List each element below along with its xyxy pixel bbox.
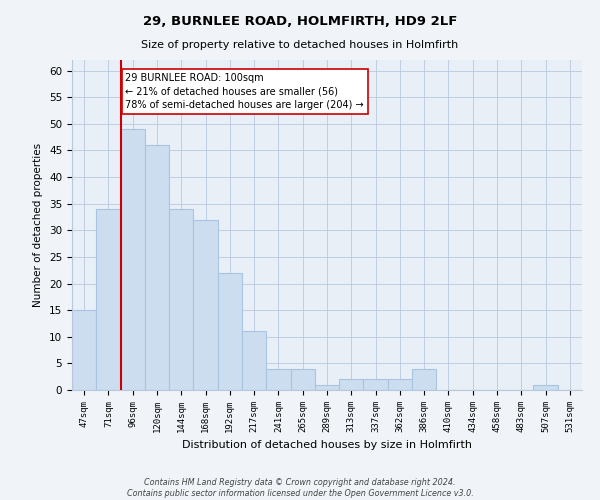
Text: Size of property relative to detached houses in Holmfirth: Size of property relative to detached ho… <box>142 40 458 50</box>
Bar <box>412 368 436 390</box>
Bar <box>72 310 96 390</box>
Bar <box>121 129 145 390</box>
Bar <box>266 368 290 390</box>
Bar <box>315 384 339 390</box>
X-axis label: Distribution of detached houses by size in Holmfirth: Distribution of detached houses by size … <box>182 440 472 450</box>
Text: Contains HM Land Registry data © Crown copyright and database right 2024.
Contai: Contains HM Land Registry data © Crown c… <box>127 478 473 498</box>
Bar <box>339 380 364 390</box>
Text: 29 BURNLEE ROAD: 100sqm
← 21% of detached houses are smaller (56)
78% of semi-de: 29 BURNLEE ROAD: 100sqm ← 21% of detache… <box>125 74 364 110</box>
Bar <box>388 380 412 390</box>
Bar <box>218 273 242 390</box>
Bar <box>193 220 218 390</box>
Bar <box>364 380 388 390</box>
Bar <box>242 332 266 390</box>
Y-axis label: Number of detached properties: Number of detached properties <box>34 143 43 307</box>
Bar <box>533 384 558 390</box>
Bar <box>290 368 315 390</box>
Bar <box>145 145 169 390</box>
Text: 29, BURNLEE ROAD, HOLMFIRTH, HD9 2LF: 29, BURNLEE ROAD, HOLMFIRTH, HD9 2LF <box>143 15 457 28</box>
Bar <box>169 209 193 390</box>
Bar <box>96 209 121 390</box>
